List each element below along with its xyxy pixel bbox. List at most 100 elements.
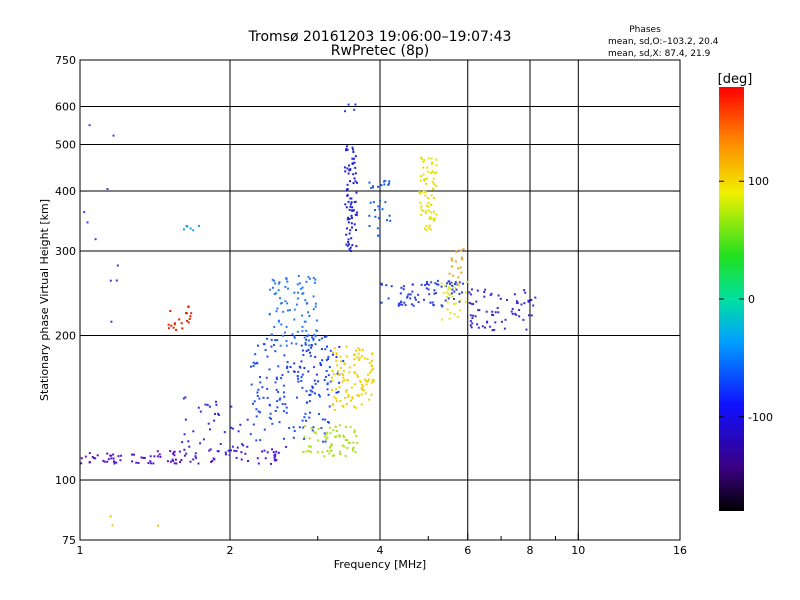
scatter-point [445, 296, 448, 298]
scatter-point [273, 456, 276, 459]
scatter-point [446, 282, 449, 285]
scatter-point [312, 426, 315, 429]
scatter-point [113, 461, 116, 463]
scatter-point [460, 271, 463, 274]
scatter-point [474, 315, 477, 318]
scatter-point [280, 323, 283, 326]
scatter-point [333, 396, 336, 399]
scatter-point [293, 336, 296, 339]
scatter-point [354, 155, 357, 158]
scatter-point [347, 172, 350, 175]
scatter-point [377, 205, 380, 208]
scatter-point [420, 208, 423, 211]
scatter-point [371, 365, 374, 368]
scatter-point [356, 375, 359, 378]
scatter-point [354, 213, 357, 216]
scatter-point [322, 440, 325, 443]
scatter-point [437, 283, 440, 286]
scatter-point [459, 299, 462, 302]
scatter-point [384, 201, 387, 204]
scatter-point [338, 450, 341, 453]
scatter-point [284, 331, 286, 334]
scatter-point [292, 436, 295, 439]
x-tick-label: 16 [673, 544, 687, 557]
scatter-point [309, 411, 311, 414]
scatter-point [284, 285, 287, 288]
scatter-point [454, 283, 456, 286]
scatter-point [298, 282, 301, 285]
scatter-point [335, 397, 338, 400]
scatter-point [84, 455, 87, 458]
scatter-point [385, 284, 388, 287]
scatter-point [321, 418, 324, 421]
scatter-point [209, 448, 212, 451]
scatter-point [332, 353, 334, 356]
scatter-point [523, 289, 526, 292]
scatter-point [269, 404, 271, 407]
scatter-point [183, 454, 186, 457]
scatter-point [317, 427, 320, 430]
scatter-point [285, 325, 288, 328]
scatter-point [374, 209, 376, 211]
scatter-point [354, 166, 357, 169]
scatter-point [422, 160, 425, 163]
scatter-point [293, 308, 296, 311]
scatter-point [411, 283, 414, 286]
x-tick-label: 10 [571, 544, 585, 557]
scatter-point [338, 424, 341, 427]
scatter-point [172, 459, 175, 462]
scatter-point [350, 399, 352, 402]
scatter-point [257, 344, 259, 347]
scatter-point [309, 351, 311, 354]
scatter-point [424, 178, 427, 181]
scatter-point [388, 214, 391, 217]
scatter-point [345, 148, 348, 150]
scatter-point [327, 393, 330, 396]
scatter-point [347, 103, 350, 106]
scatter-point [281, 374, 284, 377]
scatter-point [348, 208, 351, 211]
scatter-point [331, 370, 334, 372]
scatter-point [349, 425, 352, 428]
scatter-point [349, 180, 351, 183]
scatter-point [314, 431, 317, 434]
scatter-point [284, 403, 287, 406]
scatter-point [361, 383, 364, 386]
scatter-point [528, 314, 530, 317]
scatter-point [223, 431, 226, 434]
scatter-point [300, 380, 303, 382]
scatter-point [369, 201, 372, 204]
scatter-point [207, 422, 210, 425]
scatter-point [327, 374, 330, 377]
scatter-point [380, 184, 383, 187]
scatter-point [491, 329, 494, 332]
scatter-point [435, 283, 438, 286]
scatter-point [366, 358, 369, 360]
scatter-point [420, 213, 423, 216]
scatter-point [312, 295, 315, 298]
scatter-point [174, 458, 177, 461]
scatter-point [312, 430, 315, 433]
scatter-point [279, 344, 282, 347]
scatter-point [427, 226, 430, 229]
y-tick-label: 600 [55, 101, 76, 114]
scatter-point [296, 291, 299, 294]
scatter-point [417, 301, 420, 304]
scatter-point [343, 166, 346, 169]
scatter-point [301, 286, 304, 289]
scatter-point [315, 373, 318, 376]
scatter-point [449, 283, 451, 285]
scatter-point [215, 400, 217, 403]
scatter-point [214, 413, 216, 415]
scatter-point [254, 353, 257, 356]
scatter-point [172, 452, 174, 455]
scatter-point [258, 397, 261, 400]
scatter-point [347, 221, 350, 224]
scatter-point [296, 396, 298, 399]
scatter-point [331, 444, 333, 447]
scatter-point [338, 381, 341, 384]
scatter-point [209, 428, 211, 431]
scatter-point [264, 349, 267, 351]
y-axis: 75 100 200 300 400 500 600 750 [55, 54, 680, 547]
